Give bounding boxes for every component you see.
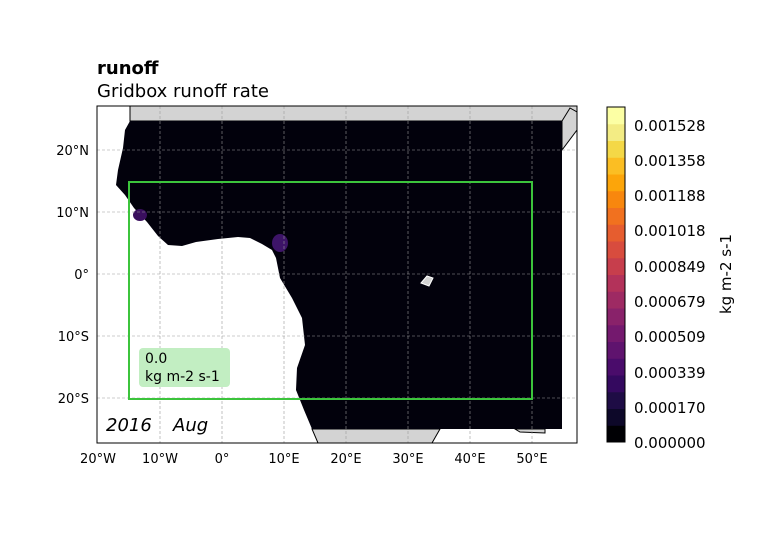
colorbar-band — [607, 308, 625, 325]
colorbar-tick-label: 0.000170 — [634, 399, 706, 417]
x-axis: 20°W 10°W 0° 10°E 20°E 30°E 40°E 50°E — [80, 452, 548, 467]
x-tick-label: 20°E — [330, 452, 361, 467]
x-tick-label: 40°E — [454, 452, 485, 467]
colorbar-tick-label: 0.000849 — [634, 258, 706, 276]
x-tick-label: 10°E — [268, 452, 299, 467]
runoff-spot-guinea — [133, 209, 147, 221]
colorbar-band — [607, 392, 625, 409]
map-panel: 0.0 kg m-2 s-1 2016 Aug — [97, 106, 577, 443]
y-axis: 20°N 10°N 0° 10°S 20°S — [56, 144, 89, 407]
colorbar-band — [607, 191, 625, 208]
colorbar-tick-label: 0.000000 — [634, 434, 706, 452]
colorbar-tick-label: 0.001358 — [634, 152, 706, 170]
colorbar-band — [607, 342, 625, 359]
colorbar-band — [607, 124, 625, 141]
colorbar-tick-label: 0.001528 — [634, 117, 706, 135]
colorbar-band — [607, 409, 625, 426]
colorbar-band — [607, 174, 625, 191]
y-tick-label: 10°N — [56, 206, 89, 221]
x-tick-label: 0° — [215, 452, 230, 467]
colorbar-tick-label: 0.000509 — [634, 328, 706, 346]
colorbar-tick-label: 0.000679 — [634, 293, 706, 311]
stamp-month: Aug — [172, 415, 208, 436]
colorbar-band — [607, 258, 625, 275]
runoff-spot-cameroon — [272, 234, 288, 252]
colorbar-band — [607, 291, 625, 308]
x-tick-label: 50°E — [516, 452, 547, 467]
y-tick-label: 20°N — [56, 144, 89, 159]
x-tick-label: 20°W — [80, 452, 116, 467]
colorbar-band — [607, 107, 625, 124]
y-tick-label: 20°S — [58, 392, 89, 407]
colorbar-tick-label: 0.000339 — [634, 364, 706, 382]
colorbar-band — [607, 325, 625, 342]
y-tick-label: 10°S — [58, 330, 89, 345]
colorbar-band — [607, 275, 625, 292]
colorbar-band — [607, 241, 625, 258]
colorbar-band — [607, 224, 625, 241]
value-box-unit: kg m-2 s-1 — [145, 369, 220, 385]
value-box-value: 0.0 — [145, 351, 167, 367]
colorbar-band — [607, 208, 625, 225]
land-south — [312, 429, 440, 443]
colorbar-tick-label: 0.001188 — [634, 187, 706, 205]
y-tick-label: 0° — [74, 268, 89, 283]
colorbar: 0.001528 0.001358 0.001188 0.001018 0.00… — [607, 107, 735, 452]
stamp-year: 2016 — [106, 415, 152, 436]
x-tick-label: 30°E — [392, 452, 423, 467]
colorbar-band — [607, 157, 625, 174]
colorbar-tick-label: 0.001018 — [634, 222, 706, 240]
colorbar-band — [607, 375, 625, 392]
x-tick-label: 10°W — [142, 452, 178, 467]
colorbar-band — [607, 425, 625, 442]
colorbar-band — [607, 358, 625, 375]
colorbar-band — [607, 141, 625, 158]
island — [261, 272, 264, 275]
land-north — [130, 106, 577, 121]
colorbar-label: kg m-2 s-1 — [717, 234, 735, 314]
